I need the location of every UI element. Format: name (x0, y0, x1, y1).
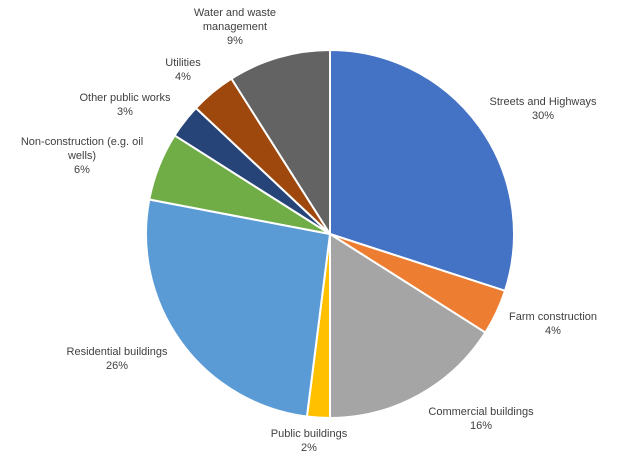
slice-label-6: Non-construction (e.g. oil wells) 6% (21, 136, 143, 176)
slice-label-3: Commercial buildings 16% (428, 406, 534, 432)
slice-name-label: Streets and Highways (490, 96, 597, 108)
pie-slice-9 (230, 49, 331, 235)
slice-percent-label: 6% (74, 164, 90, 176)
slice-label-2: Farm construction 4% (509, 311, 597, 337)
slice-name-label: Public buildings (271, 428, 348, 440)
slice-percent-label: 30% (532, 110, 554, 122)
slice-name-label: Non-construction (e.g. oil (21, 136, 143, 148)
pie-slice-1 (329, 49, 515, 292)
slice-percent-label: 4% (545, 325, 561, 337)
slice-name-label: wells) (67, 150, 96, 162)
slice-label-8: Utilities 4% (165, 57, 201, 83)
slice-label-7: Other public works 3% (79, 92, 171, 118)
slice-name-label: Water and waste (194, 7, 276, 19)
slice-name-label: Other public works (79, 92, 171, 104)
pie-slices (145, 49, 515, 419)
slice-name-label: Residential buildings (67, 346, 168, 358)
slice-percent-label: 26% (106, 360, 128, 372)
slice-label-1: Streets and Highways 30% (490, 96, 597, 122)
slice-percent-label: 2% (301, 442, 317, 454)
pie-slice-3 (329, 233, 487, 419)
slice-percent-label: 3% (117, 106, 133, 118)
slice-percent-label: 16% (470, 420, 492, 432)
slice-name-label: Commercial buildings (428, 406, 534, 418)
pie-slice-5 (145, 198, 331, 418)
slice-percent-label: 9% (227, 35, 243, 47)
pie-labels: Streets and Highways 30% Farm construction… (21, 7, 597, 454)
slice-name-label: Farm construction (509, 311, 597, 323)
slice-name-label: Utilities (165, 57, 201, 69)
slice-name-label: management (203, 21, 267, 33)
slice-percent-label: 4% (175, 71, 191, 83)
slice-label-5: Residential buildings 26% (67, 346, 168, 372)
slice-label-4: Public buildings 2% (271, 428, 348, 454)
slice-label-9: Water and waste management 9% (194, 7, 276, 47)
